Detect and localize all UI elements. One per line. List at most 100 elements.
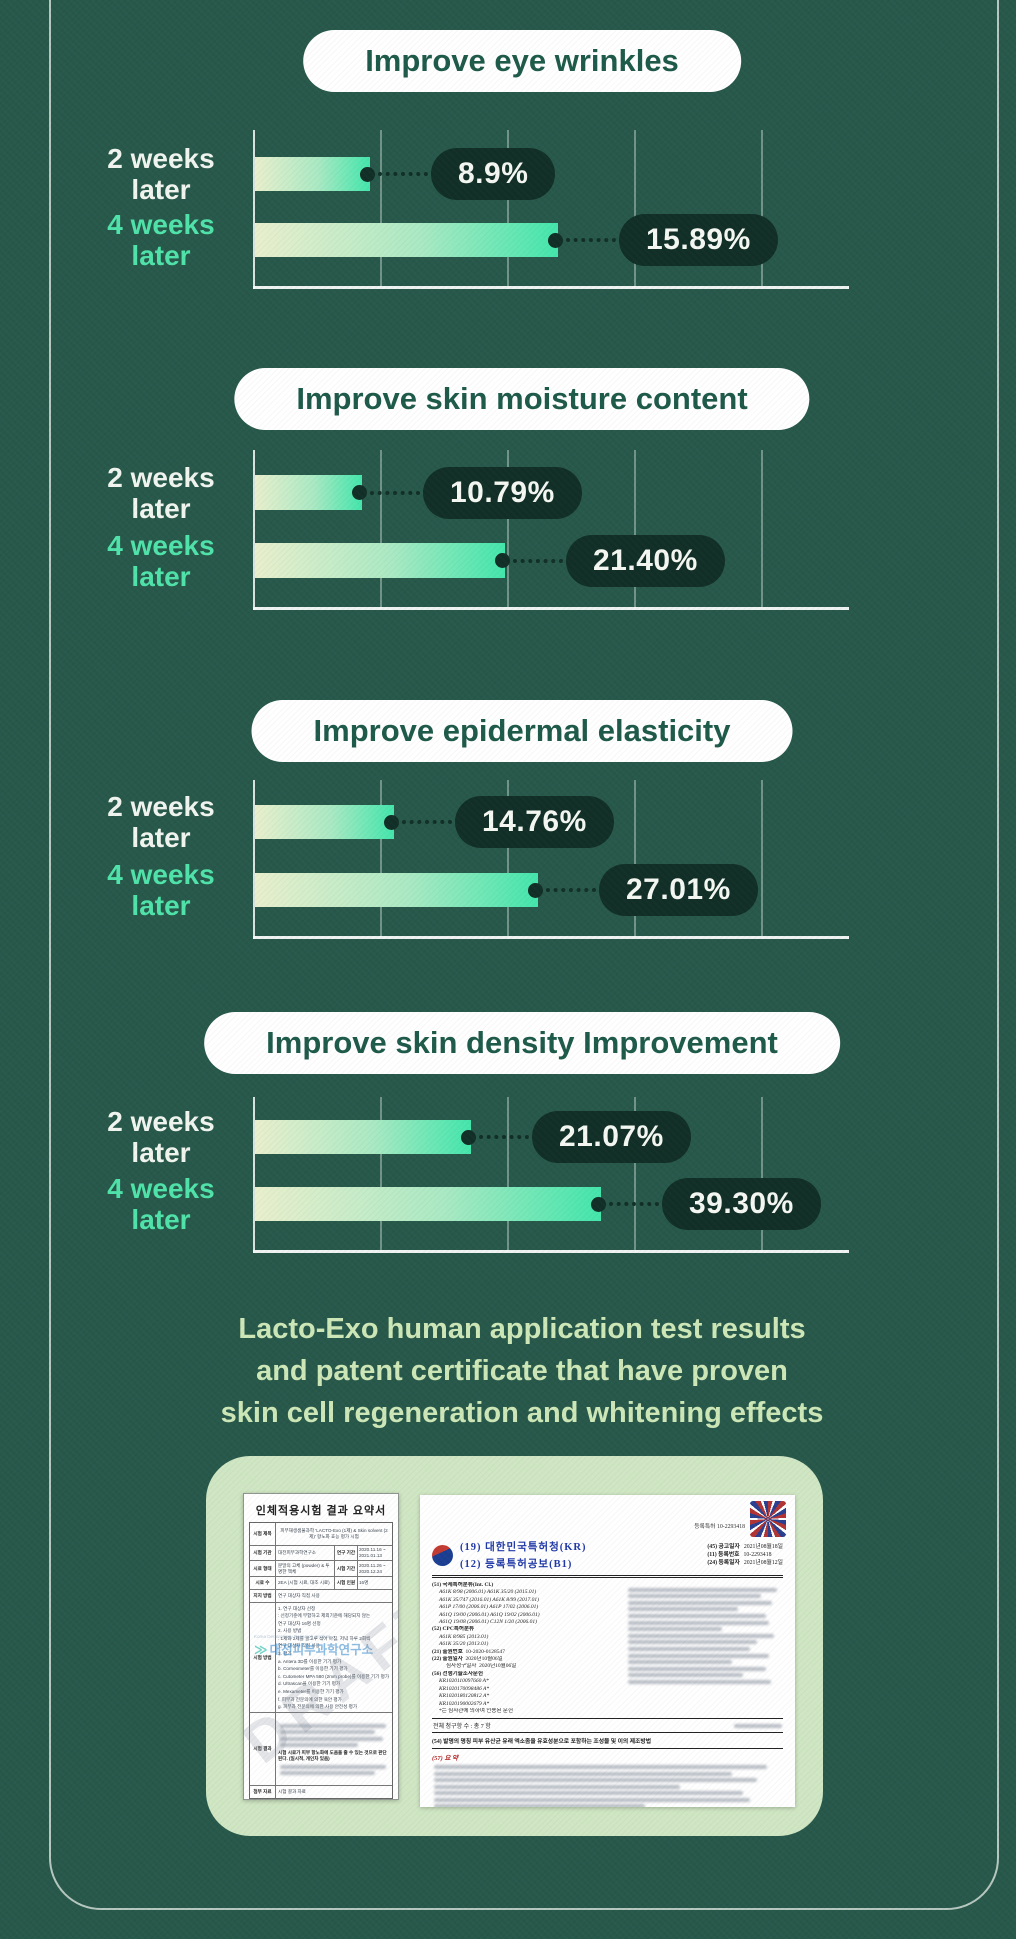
redacted-text <box>734 1723 782 1728</box>
redacted-text <box>628 1653 770 1658</box>
certificate-card: 인체적용시험 결과 요약서 시험 제목 피부재생샘물과학 'LACTO-Exo … <box>206 1456 823 1836</box>
redacted-text <box>280 1743 359 1748</box>
value-badge: 8.9% <box>431 148 556 200</box>
y-axis-line <box>253 1097 255 1253</box>
redacted-text <box>434 1764 768 1769</box>
dotted-leader-line <box>479 1135 529 1139</box>
redacted-text <box>628 1620 770 1625</box>
y-axis-line <box>253 780 255 939</box>
summary-table: 시험 제목 피부재생샘물과학 'LACTO-Exo (1제) & Skin so… <box>249 1522 393 1799</box>
row-label: 시험 기관 <box>250 1546 276 1560</box>
registration-stamp-icon <box>750 1501 786 1537</box>
value-callout: 27.01% <box>528 864 758 916</box>
claims-row: 전체 청구항 수 : 총 7 항 <box>432 1718 783 1734</box>
dotted-leader-line <box>378 172 428 176</box>
bar-end-dot <box>548 232 563 248</box>
section-title-eye-wrinkles: Improve eye wrinkles <box>303 30 741 92</box>
result-highlight: 시험 시료가 피부 항노화에 도움을 줄 수 있는 것으로 판단된다. (일시적… <box>278 1749 387 1761</box>
redacted-text <box>628 1666 767 1671</box>
gridline <box>634 1097 636 1251</box>
bar-end-dot <box>461 1129 476 1145</box>
row-value: 16명 <box>359 1580 369 1585</box>
invention-title: (54) 발명의 명칭 피부 유산균 유래 엑소좀을 유효성분으로 포함하는 조… <box>432 1736 783 1750</box>
value-callout: 10.79% <box>352 466 582 519</box>
cpc-lines: A61K 8/985 (2013.01) A61K 35/20 (2013.01) <box>439 1633 489 1648</box>
cpc-label: (52) CPC특허분류 <box>432 1626 475 1633</box>
gridline <box>507 780 509 937</box>
result-cell: 시험 시료가 피부 항노화에 도움을 줄 수 있는 것으로 판단된다. (일시적… <box>276 1713 392 1785</box>
value-badge: 21.07% <box>532 1111 691 1163</box>
gridline <box>507 450 509 608</box>
stamp-caption: 등록특허 10-2293418 <box>694 1524 745 1530</box>
dotted-leader-line <box>566 238 616 242</box>
redacted-text <box>628 1607 738 1612</box>
gridline <box>380 780 382 937</box>
row-value: 분말의 고체 (powder) & 투명한 액체 <box>278 1562 330 1574</box>
redacted-text <box>628 1673 743 1678</box>
footer-heading: Lacto-Exo human application test results… <box>49 1308 995 1434</box>
chart-elasticity: 2 weeks later 4 weeks later 14.76% 27.01% <box>107 780 849 939</box>
y-axis-line <box>253 450 255 610</box>
redacted-text <box>628 1640 757 1645</box>
prior-art-lines: KR1020110097660 A* KR1020170098486 A* KR10… <box>439 1678 490 1707</box>
redacted-text <box>434 1797 750 1802</box>
value-callout: 15.89% <box>548 214 778 266</box>
value-callout: 14.76% <box>384 796 614 848</box>
row-value: 2020.11.16 ~ 2021.01.13 <box>359 1547 386 1558</box>
redacted-text <box>628 1627 723 1632</box>
bar-end-dot <box>360 166 375 182</box>
row-value: 시험 결과 자료 <box>278 1789 306 1795</box>
ipc-label: (51) 국제특허분류(Int. Cl.) <box>432 1582 494 1588</box>
footer-heading-line2: and patent certificate that have proven <box>256 1355 788 1387</box>
redacted-text <box>628 1660 732 1665</box>
row-value: 2EA (시험 시료, 대조 시료) <box>278 1580 330 1585</box>
bar-4-weeks <box>255 873 538 907</box>
value-badge: 27.01% <box>599 864 758 916</box>
value-callout: 21.40% <box>495 534 725 587</box>
redacted-column <box>626 1582 783 1715</box>
value-callout: 8.9% <box>360 148 556 200</box>
abstract-label: (57) 요 약 <box>432 1755 459 1763</box>
patent-dates: (45) 공고일자 2021년08월18일 (11) 등록번호 10-2293418… <box>707 1544 783 1566</box>
redacted-text <box>628 1679 771 1684</box>
category-label-4-weeks: 4 weeks later <box>107 1173 215 1235</box>
redacted-text <box>434 1791 743 1796</box>
gridline <box>380 450 382 608</box>
redacted-text <box>628 1613 767 1618</box>
value-badge: 14.76% <box>455 796 614 848</box>
row-value: 연구 대상자 직접 사용 <box>278 1593 320 1598</box>
value-callout: 21.07% <box>461 1111 691 1163</box>
gridline <box>507 130 509 287</box>
dotted-leader-line <box>513 558 563 563</box>
patent-document: 등록특허 10-2293418 (19) 대한민국특허청(KR) (12) 등록… <box>420 1495 795 1807</box>
patent-doc-type: (12) 등록특허공보(B1) <box>460 1559 573 1570</box>
x-axis-line <box>253 936 849 939</box>
chart-moisture: 2 weeks later 4 weeks later 10.79% 21.40% <box>107 450 849 610</box>
section-title-elasticity: Improve epidermal elasticity <box>251 700 793 762</box>
bar-4-weeks <box>255 543 505 578</box>
row-label: 첨부 자료 <box>250 1786 276 1799</box>
redacted-text <box>434 1804 645 1807</box>
category-label-2-weeks: 2 weeks later <box>107 1106 215 1168</box>
bar-4-weeks <box>255 1187 601 1221</box>
ipc-lines: A61K 8/98 (2006.01) A61K 35/20 (2015.01)… <box>439 1589 540 1626</box>
dotted-leader-line <box>370 490 420 495</box>
x-axis-line <box>253 286 849 289</box>
value-badge: 10.79% <box>423 466 582 519</box>
footer-heading-line1: Lacto-Exo human application test results <box>238 1313 806 1345</box>
korea-gov-emblem-icon <box>432 1544 453 1566</box>
gridline <box>634 450 636 608</box>
y-axis-line <box>253 130 255 289</box>
category-label-4-weeks: 4 weeks later <box>107 859 215 921</box>
redacted-text <box>280 1723 387 1728</box>
gridline <box>761 130 763 287</box>
x-axis-line <box>253 1250 849 1253</box>
dotted-leader-line <box>609 1202 659 1206</box>
abstract-paragraphs <box>432 1764 783 1807</box>
footer-heading-line3: skin cell regeneration and whitening eff… <box>220 1397 824 1429</box>
x-axis-line <box>253 607 849 610</box>
value-badge: 39.30% <box>662 1178 821 1230</box>
value-badge: 21.40% <box>566 534 725 587</box>
category-label-2-weeks: 2 weeks later <box>107 462 215 524</box>
